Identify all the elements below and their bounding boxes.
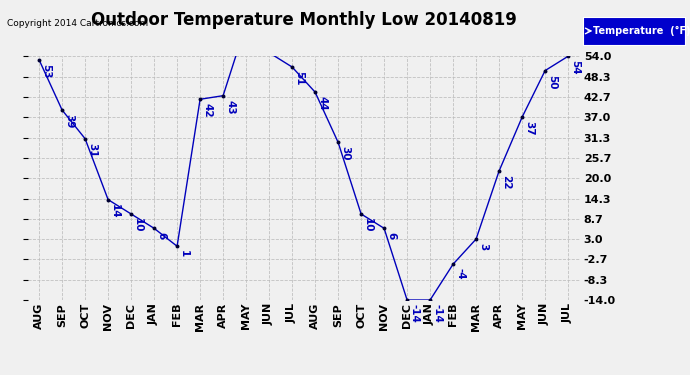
Point	[195, 96, 206, 102]
Text: 39: 39	[64, 114, 74, 129]
Text: 1: 1	[179, 251, 189, 258]
Point	[126, 211, 137, 217]
Point	[355, 211, 366, 217]
Text: 50: 50	[547, 75, 557, 89]
Point	[310, 89, 321, 95]
Text: Outdoor Temperature Monthly Low 20140819: Outdoor Temperature Monthly Low 20140819	[90, 11, 517, 29]
Text: 53: 53	[41, 64, 51, 78]
Text: -14: -14	[432, 304, 442, 323]
Point	[172, 243, 183, 249]
Point	[517, 114, 528, 120]
Text: -4: -4	[455, 268, 465, 280]
Point	[286, 64, 297, 70]
Text: 6: 6	[156, 232, 166, 240]
Point	[34, 57, 45, 63]
Text: 51: 51	[294, 71, 304, 86]
Point	[402, 297, 413, 303]
Point	[448, 261, 459, 267]
Text: 30: 30	[340, 147, 350, 161]
Point	[241, 21, 252, 27]
Point	[57, 107, 68, 113]
Text: 10: 10	[133, 218, 143, 232]
Text: 22: 22	[501, 175, 511, 190]
Text: 55: 55	[0, 374, 1, 375]
Text: 6: 6	[386, 232, 396, 240]
Text: -14: -14	[409, 304, 419, 323]
Point	[379, 225, 390, 231]
Text: 37: 37	[524, 122, 534, 136]
Point	[493, 168, 504, 174]
Point	[217, 93, 228, 99]
Text: 63: 63	[0, 374, 1, 375]
Text: 3: 3	[478, 243, 488, 250]
Point	[562, 53, 573, 59]
Text: 14: 14	[110, 204, 120, 218]
Text: 10: 10	[363, 218, 373, 232]
Text: 42: 42	[202, 104, 212, 118]
Point	[103, 196, 114, 202]
Point	[540, 68, 551, 74]
Text: Temperature  (°F): Temperature (°F)	[593, 26, 690, 36]
Point	[148, 225, 159, 231]
Text: 44: 44	[317, 96, 327, 111]
Text: 31: 31	[87, 143, 97, 158]
Point	[333, 139, 344, 145]
Point	[79, 136, 90, 142]
Point	[424, 297, 435, 303]
Text: Copyright 2014 Cartronics.com: Copyright 2014 Cartronics.com	[7, 19, 148, 28]
Point	[471, 236, 482, 242]
Text: 54: 54	[570, 60, 580, 75]
Text: 43: 43	[225, 100, 235, 114]
Point	[264, 50, 275, 55]
